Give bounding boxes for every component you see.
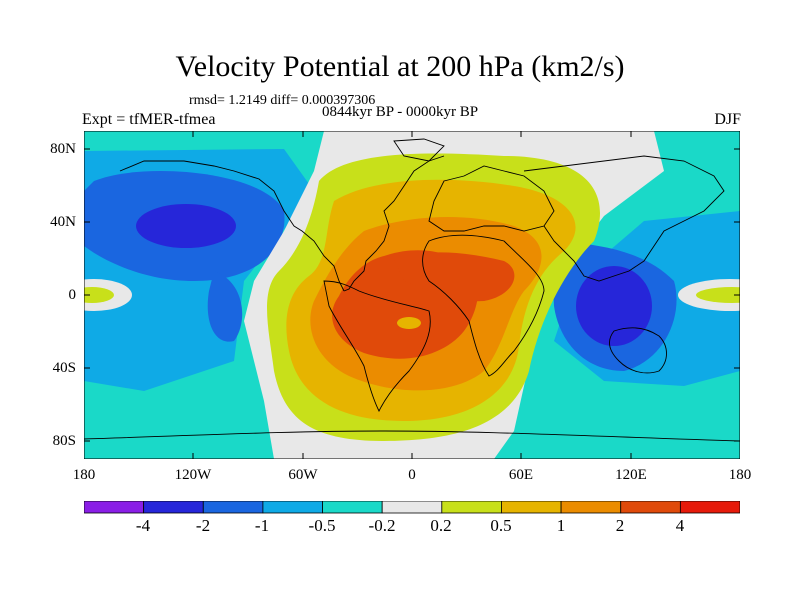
colorbar-label-plus05: 0.5 <box>490 516 512 535</box>
colorbar-swatch-5 <box>381 501 443 514</box>
coast-north-america-west <box>119 160 345 292</box>
colorbar <box>84 501 740 514</box>
contour-local-minimum-atlantic <box>397 317 421 329</box>
colorbar-swatch-4 <box>322 501 383 514</box>
period-label: 0844kyr BP - 0000kyr BP <box>322 104 479 120</box>
coast-asia <box>523 155 725 282</box>
contour-minus2-north-pacific <box>136 204 236 248</box>
colorbar-swatch-3 <box>262 501 323 514</box>
colorbar-swatch-2 <box>202 501 264 514</box>
colorbar-label-plus2: 2 <box>615 516 625 535</box>
colorbar-swatch-0 <box>84 501 145 514</box>
colorbar-swatch-10 <box>679 501 740 514</box>
chart-title: Velocity Potential at 200 hPa (km2/s) <box>175 50 625 83</box>
lat-tick-0: 0 <box>68 287 77 303</box>
colorbar-label-plus02: 0.2 <box>430 516 452 535</box>
tick-marks <box>84 131 740 459</box>
lat-tick-40s: 40S <box>52 360 76 376</box>
contour-plus2-africa <box>394 252 515 302</box>
coast-europe <box>428 165 555 232</box>
colorbar-swatch-8 <box>560 501 622 514</box>
lon-tick-120w: 120W <box>174 467 212 483</box>
coast-australia <box>608 327 667 374</box>
colorbar-label-minus4: -4 <box>135 516 151 535</box>
lat-tick-40n: 40N <box>50 214 76 230</box>
colorbar-swatch-6 <box>441 501 502 514</box>
experiment-label: Expt = tfMER-tfmea <box>82 111 216 128</box>
lon-tick-0: 0 <box>408 467 416 483</box>
colorbar-label-minus02: -0.2 <box>368 516 396 535</box>
stats-label: rmsd= 1.2149 diff= 0.000397306 <box>189 93 376 108</box>
colorbar-label-plus4: 4 <box>675 516 685 535</box>
lat-tick-80s: 80S <box>52 433 76 449</box>
coast-antarctica <box>84 430 740 442</box>
coast-north-america-east <box>343 155 445 292</box>
colorbar-label-minus1: -1 <box>254 516 270 535</box>
coastlines <box>84 138 740 442</box>
contour-positive-dateline-west <box>84 287 114 303</box>
lon-tick-180-east: 180 <box>728 467 752 483</box>
coast-greenland <box>393 138 445 162</box>
velocity-potential-map <box>84 131 740 459</box>
colorbar-label-plus1: 1 <box>556 516 566 535</box>
contour-minus1-east-pacific <box>207 271 243 342</box>
colorbar-label-minus2: -2 <box>195 516 211 535</box>
season-label: DJF <box>714 111 741 128</box>
lon-tick-60w: 60W <box>288 467 318 483</box>
lon-tick-60e: 60E <box>508 467 534 483</box>
contour-positive-dateline-east <box>696 287 740 303</box>
coast-africa <box>422 234 545 377</box>
colorbar-label-minus05: -0.5 <box>308 516 336 535</box>
lon-tick-120e: 120E <box>615 467 647 483</box>
colorbar-swatch-1 <box>143 501 204 514</box>
contour-minus2-maritime <box>576 266 652 346</box>
lon-tick-180-west: 180 <box>72 467 96 483</box>
lat-tick-80n: 80N <box>50 141 76 157</box>
colorbar-swatch-7 <box>501 501 562 514</box>
colorbar-swatch-9 <box>620 501 681 514</box>
coast-south-america <box>323 280 431 413</box>
